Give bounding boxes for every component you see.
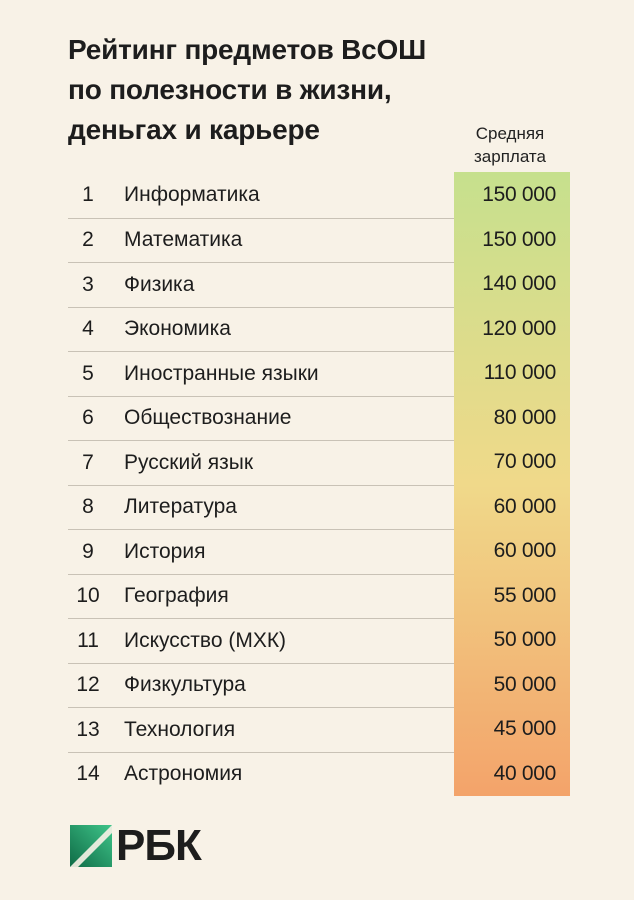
table-row: 10 География 55 000	[68, 573, 570, 618]
rank-cell: 12	[76, 673, 100, 697]
salary-cell: 80 000	[454, 395, 570, 440]
salary-cell: 40 000	[454, 751, 570, 796]
rank-cell: 11	[77, 628, 99, 652]
ranking-table: 1 Информатика 150 000 2 Математика 150 000 3 Фи…	[68, 172, 570, 796]
subject-cell: Экономика	[124, 317, 231, 341]
salary-cell: 60 000	[454, 529, 570, 574]
table-row: 5 Иностранные языки 110 000	[68, 351, 570, 396]
table-row: 3 Физика 140 000	[68, 262, 570, 307]
salary-cell: 70 000	[454, 440, 570, 485]
rank-cell: 7	[82, 450, 94, 474]
salary-cell: 110 000	[454, 351, 570, 396]
subject-cell: Русский язык	[124, 450, 254, 474]
table-row: 11 Искусство (МХК) 50 000	[68, 618, 570, 663]
salary-cell: 120 000	[454, 306, 570, 351]
rank-cell: 2	[82, 228, 94, 252]
salary-cell: 60 000	[454, 484, 570, 529]
rbc-logo: РБК	[70, 821, 202, 870]
rank-cell: 13	[76, 717, 100, 741]
subject-cell: Астрономия	[124, 762, 243, 786]
table-row: 9 История 60 000	[68, 529, 570, 574]
table-row: 14 Астрономия 40 000	[68, 751, 570, 796]
subject-cell: Физкультура	[124, 673, 246, 697]
title-line: деньгах и карьере	[68, 114, 320, 145]
salary-cell: 140 000	[454, 262, 570, 307]
subject-cell: Литература	[124, 495, 237, 519]
rank-cell: 1	[82, 183, 94, 207]
rank-cell: 4	[82, 317, 94, 341]
rbc-logo-icon	[70, 825, 112, 867]
rank-cell: 8	[82, 495, 94, 519]
rank-cell: 9	[82, 539, 94, 563]
subject-cell: Иностранные языки	[124, 361, 319, 385]
column-header-line: Средняя	[475, 124, 545, 143]
salary-cell: 50 000	[454, 662, 570, 707]
subject-cell: История	[124, 539, 206, 563]
title-line: Рейтинг предметов ВсОШ	[68, 34, 427, 65]
salary-cell: 150 000	[454, 217, 570, 262]
table-row: 8 Литература 60 000	[68, 484, 570, 529]
rank-cell: 3	[82, 272, 94, 296]
subject-cell: Физика	[124, 272, 195, 296]
title-line: по полезности в жизни,	[68, 74, 392, 105]
table-row: 2 Математика 150 000	[68, 217, 570, 262]
table-row: 4 Экономика 120 000	[68, 306, 570, 351]
table-row: 1 Информатика 150 000	[68, 172, 570, 218]
subject-cell: Обществознание	[124, 406, 292, 430]
salary-column-header: Средняя зарплата	[452, 122, 568, 168]
table-row: 13 Технология 45 000	[68, 707, 570, 752]
subject-cell: Математика	[124, 228, 243, 252]
salary-cell: 150 000	[454, 172, 570, 218]
table-row: 12 Физкультура 50 000	[68, 662, 570, 707]
subject-cell: География	[124, 584, 229, 608]
subject-cell: Технология	[124, 717, 236, 741]
table-row: 7 Русский язык 70 000	[68, 440, 570, 485]
subject-cell: Информатика	[124, 183, 260, 207]
logo-text: РБК	[116, 821, 202, 870]
rank-cell: 6	[82, 406, 94, 430]
page-title: Рейтинг предметов ВсОШ по полезности в ж…	[68, 30, 538, 150]
rank-cell: 5	[82, 361, 94, 385]
rank-cell: 14	[76, 762, 100, 786]
table-row: 6 Обществознание 80 000	[68, 395, 570, 440]
salary-cell: 45 000	[454, 707, 570, 752]
salary-cell: 55 000	[454, 573, 570, 618]
rank-cell: 10	[76, 584, 100, 608]
subject-cell: Искусство (МХК)	[124, 628, 287, 652]
salary-cell: 50 000	[454, 618, 570, 663]
column-header-line: зарплата	[474, 147, 546, 166]
